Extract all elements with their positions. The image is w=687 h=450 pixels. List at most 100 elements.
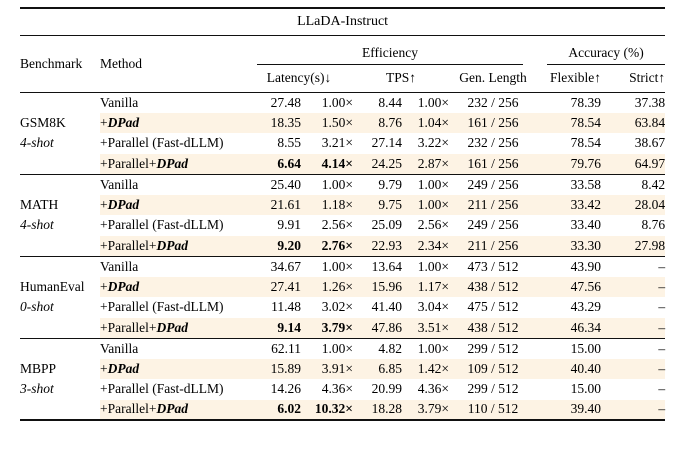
cell-latency-speedup: 1.00× (301, 337, 353, 359)
cell-latency: 27.41 (245, 276, 301, 297)
method-emph: DPad (156, 237, 188, 253)
cell-tps-speedup: 2.34× (402, 235, 449, 256)
shot-label-text: 3-shot (20, 381, 54, 397)
cell-flexible: 39.40 (537, 399, 601, 421)
cell-strict: – (601, 337, 666, 359)
benchmark-spacer (20, 92, 100, 113)
cell-tps-speedup: 3.04× (417, 299, 449, 315)
cell-strict: – (601, 358, 666, 379)
cell-tps-speedup: 4.36× (417, 381, 449, 397)
col-header-method: Method (100, 35, 245, 93)
cell-tps: 24.25 (353, 153, 402, 174)
method-emph: DPad (107, 114, 140, 130)
cell-tps: 15.96 (353, 276, 402, 297)
cell-latency-speedup: 3.79× (301, 317, 353, 338)
method-prefix: + (100, 278, 108, 294)
col-header-flexible: Flexible↑ (537, 65, 601, 93)
method-label: +Parallel+DPad (100, 153, 245, 174)
method-prefix: +Parallel+ (100, 237, 157, 253)
method-prefix: +Parallel+ (100, 319, 157, 335)
cell-latency: 15.89 (245, 358, 301, 379)
cell-tps-speedup: 1.00× (402, 173, 449, 195)
method-label: +DPad (100, 112, 245, 133)
col-header-tps: TPS↑ (353, 65, 449, 93)
cell-gen-length: 161 / 256 (449, 112, 537, 133)
cell-gen-length: 110 / 512 (449, 399, 537, 421)
method-label: Vanilla (100, 92, 245, 113)
cell-tps: 47.86 (353, 317, 402, 338)
cell-latency-speedup: 1.26× (301, 276, 353, 297)
method-label: +Parallel+DPad (100, 235, 245, 256)
cell-gen-length: 161 / 256 (449, 153, 537, 174)
cell-flexible: 33.42 (537, 194, 601, 215)
table-row: MBPP +DPad 15.89 3.91× 6.85 1.42× 109 / 512 40.… (20, 358, 666, 379)
cell-flexible: 79.76 (537, 153, 601, 174)
table-row: 0-shot +Parallel (Fast-dLLM) 11.48 3.02× 41.… (20, 297, 665, 318)
table-body: Vanilla 27.48 1.00× 8.44 1.00× 232 / 256 78.39… (20, 92, 666, 421)
table-title: LLaDA-Instruct (20, 7, 666, 36)
cell-tps: 41.40 (371, 299, 402, 315)
cell-tps: 22.93 (353, 235, 402, 256)
cell-tps-speedup: 1.42× (402, 358, 449, 379)
cell-gen-length: 211 / 256 (449, 235, 537, 256)
table-row: +Parallel+DPad 6.64 4.14× 24.25 2.87× 161 / 2… (20, 153, 666, 175)
cell-latency-speedup: 1.00× (301, 255, 353, 277)
method-prefix: + (100, 114, 108, 130)
header-sub-row: Latency(s)↓ TPS↑ Gen. Length Flexible↑ S… (20, 65, 666, 93)
benchmark-spacer (20, 318, 100, 339)
accuracy-group-label: Accuracy (%) (547, 45, 666, 65)
cell-flexible: 40.40 (537, 358, 601, 379)
cell-strict: – (601, 317, 666, 338)
cell-flexible: 15.00 (570, 381, 601, 397)
shot-label: 4-shot (20, 215, 100, 236)
cell-latency: 9.20 (245, 235, 301, 256)
shot-label-text: 4-shot (20, 217, 54, 233)
cell-gen-length: 473 / 512 (449, 255, 537, 277)
col-group-accuracy: Accuracy (%) (537, 35, 666, 65)
method-label: Vanilla (100, 337, 245, 359)
shot-label-text: 0-shot (20, 299, 54, 315)
method-emph: DPad (156, 155, 188, 171)
table-header: LLaDA-Instruct Benchmark Method Efficien… (20, 7, 666, 93)
method-label: +Parallel (Fast-dLLM) (100, 215, 245, 236)
cell-tps: 8.76 (353, 112, 402, 133)
cell-flexible: 78.54 (537, 112, 601, 133)
cell-tps-speedup: 1.00× (402, 337, 449, 359)
method-prefix: +Parallel (Fast-dLLM) (100, 135, 224, 151)
cell-gen-length: 211 / 256 (449, 194, 537, 215)
method-emph: DPad (156, 319, 188, 335)
cell-strict: 37.38 (634, 94, 666, 110)
shot-label-text: 4-shot (20, 135, 54, 151)
table-row: 4-shot +Parallel (Fast-dLLM) 8.55 3.21× 27.1… (20, 133, 665, 154)
results-table-container: LLaDA-Instruct Benchmark Method Efficien… (20, 7, 666, 421)
method-label: +DPad (100, 358, 245, 379)
method-label: +Parallel (Fast-dLLM) (100, 379, 245, 400)
cell-gen-length: 299 / 512 (467, 381, 519, 397)
method-emph: DPad (107, 360, 140, 376)
cell-tps: 9.75 (353, 194, 402, 215)
table-row: Vanilla 62.11 1.00× 4.82 1.00× 299 / 512 15.00… (20, 337, 666, 359)
method-label: +Parallel (Fast-dLLM) (100, 133, 245, 154)
cell-tps: 18.28 (353, 399, 402, 421)
cell-tps: 4.82 (353, 337, 402, 359)
cell-latency-speedup: 1.00× (321, 94, 353, 110)
benchmark-spacer (20, 255, 100, 277)
cell-gen-length: 438 / 512 (449, 317, 537, 338)
cell-latency: 62.11 (245, 337, 301, 359)
table-row: MATH +DPad 21.61 1.18× 9.75 1.00× 211 / 256 33.… (20, 194, 666, 215)
cell-tps: 25.09 (371, 217, 402, 233)
cell-latency-speedup: 2.56× (321, 217, 353, 233)
table-title-row: LLaDA-Instruct (20, 7, 666, 36)
method-label: +Parallel+DPad (100, 399, 245, 421)
cell-gen-length: 299 / 512 (449, 337, 537, 359)
cell-latency: 9.14 (245, 317, 301, 338)
table-row: Vanilla 34.67 1.00× 13.64 1.00× 473 / 512 43.9… (20, 255, 666, 277)
table-row: +Parallel+DPad 6.02 10.32× 18.28 3.79× 110 / … (20, 399, 666, 421)
cell-latency-speedup: 3.91× (301, 358, 353, 379)
method-emph: DPad (156, 401, 188, 417)
col-header-latency: Latency(s)↓ (245, 65, 353, 93)
col-header-gen-length: Gen. Length (449, 65, 537, 93)
cell-strict: 64.97 (601, 153, 666, 174)
benchmark-spacer (20, 154, 100, 175)
cell-latency: 11.48 (271, 299, 301, 315)
